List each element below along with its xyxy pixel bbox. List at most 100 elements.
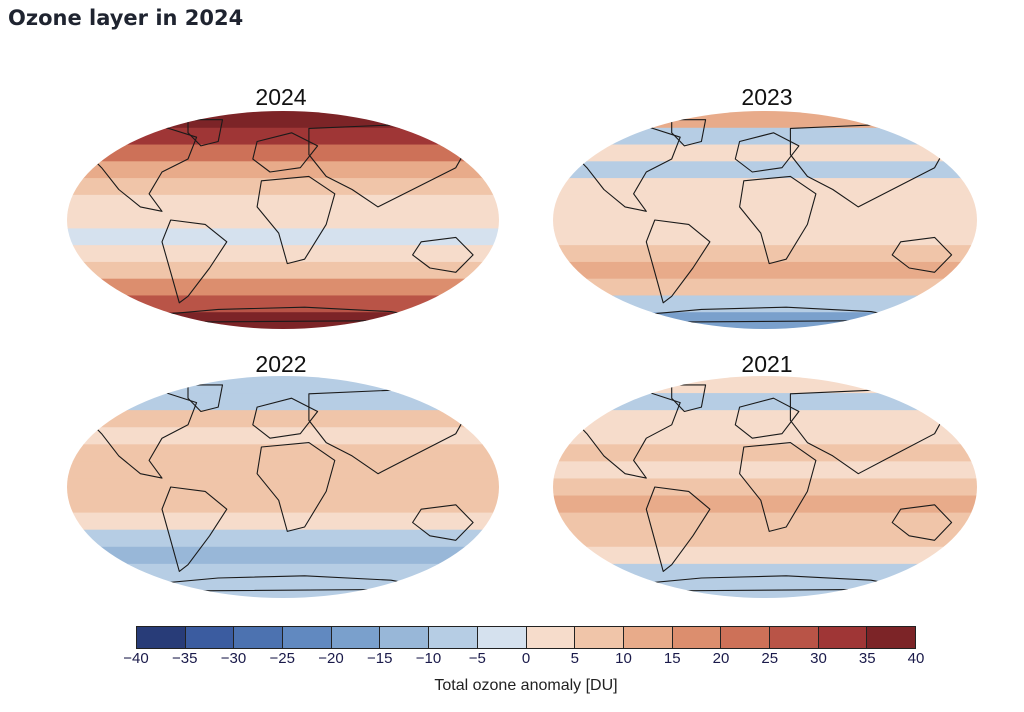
anomaly-band — [67, 211, 499, 229]
anomaly-band — [553, 127, 977, 146]
anomaly-band — [67, 495, 499, 514]
colorbar-tick-label: 35 — [858, 650, 876, 667]
map-title-2024: 2024 — [255, 84, 307, 110]
anomaly-band — [553, 278, 977, 297]
colorbar-segment — [331, 627, 381, 648]
anomaly-band — [553, 194, 977, 213]
anomaly-band — [553, 228, 977, 246]
colorbar-tick-label: −20 — [318, 650, 344, 667]
anomaly-band — [67, 376, 499, 394]
anomaly-band — [553, 144, 977, 162]
anomaly-band — [67, 178, 499, 196]
anomaly-band — [553, 245, 977, 263]
anomaly-band — [553, 529, 977, 548]
anomaly-band — [553, 295, 977, 313]
coastline-greenland — [671, 384, 707, 413]
coastline-south-america — [645, 219, 711, 304]
anomaly-band — [67, 461, 499, 480]
anomaly-band — [67, 478, 499, 497]
anomaly-band — [67, 444, 499, 462]
coastline-australia — [891, 504, 953, 541]
map-2021 — [553, 376, 977, 598]
anomaly-band — [67, 127, 499, 146]
anomaly-band — [553, 444, 977, 462]
coastline-europe — [252, 397, 319, 439]
coastline-south-america — [645, 486, 711, 572]
map-title-2023: 2023 — [741, 84, 793, 110]
colorbar-segment — [818, 627, 868, 648]
coastline-africa — [739, 442, 817, 532]
anomaly-band — [553, 478, 977, 497]
anomaly-band — [553, 376, 977, 394]
anomaly-band — [67, 410, 499, 428]
anomaly-band — [67, 546, 499, 565]
map-2022 — [67, 376, 499, 598]
coastline-europe — [252, 132, 319, 173]
colorbar — [136, 626, 916, 649]
colorbar-tick-label: 40 — [907, 650, 925, 667]
colorbar-tick-label: 0 — [521, 650, 531, 667]
anomaly-band — [67, 512, 499, 531]
colorbar-tick-label: 20 — [712, 650, 730, 667]
anomaly-band — [67, 295, 499, 313]
coastline-australia — [891, 236, 953, 273]
colorbar-segment — [769, 627, 819, 648]
anomaly-band — [67, 144, 499, 162]
anomaly-band — [67, 563, 499, 582]
colorbar-tick-label: −40 — [123, 650, 149, 667]
anomaly-band — [67, 261, 499, 280]
colorbar-tick-label: 15 — [663, 650, 681, 667]
colorbar-segment — [477, 627, 527, 648]
coastline-africa — [739, 175, 817, 265]
colorbar-segment — [380, 627, 430, 648]
anomaly-band — [553, 393, 977, 411]
anomaly-band — [67, 228, 499, 246]
anomaly-band — [67, 245, 499, 263]
colorbar-segment — [575, 627, 624, 648]
colorbar-tick-label: 25 — [761, 650, 779, 667]
coastline-greenland — [671, 119, 707, 147]
coastline-africa — [256, 442, 336, 532]
colorbar-segment — [234, 627, 284, 648]
colorbar-tick-label: 10 — [615, 650, 632, 667]
colorbar-tick-label: −25 — [269, 650, 295, 667]
anomaly-band — [67, 278, 499, 297]
coastline-europe — [734, 132, 800, 173]
anomaly-band — [67, 194, 499, 213]
colorbar-tick-label: 30 — [810, 650, 827, 667]
coastline-south-america — [161, 219, 228, 304]
anomaly-band — [553, 546, 977, 565]
anomaly-band — [553, 461, 977, 480]
colorbar-tick-label: −30 — [220, 650, 247, 667]
colorbar-tick-label: 5 — [570, 650, 579, 667]
colorbar-segment — [429, 627, 478, 648]
anomaly-band — [67, 393, 499, 411]
anomaly-band — [553, 563, 977, 582]
colorbar-segment — [137, 627, 186, 648]
colorbar-segment — [185, 627, 235, 648]
colorbar-segment — [867, 627, 915, 648]
colorbar-segment — [283, 627, 332, 648]
anomaly-band — [553, 211, 977, 229]
colorbar-segment — [721, 627, 770, 648]
map-2023 — [553, 111, 977, 329]
colorbar-tick-label: −5 — [468, 650, 486, 667]
coastline-australia — [412, 504, 474, 541]
map-title-2022: 2022 — [255, 351, 307, 377]
colorbar-segment — [672, 627, 722, 648]
coastline-greenland — [187, 119, 224, 147]
anomaly-band — [553, 178, 977, 196]
map-2024 — [67, 111, 499, 329]
coastline-africa — [256, 175, 336, 265]
colorbar-segment — [623, 627, 673, 648]
colorbar-tick-label: −10 — [415, 650, 442, 667]
anomaly-band — [553, 111, 977, 129]
anomaly-band — [553, 512, 977, 531]
page-title: Ozone layer in 2024 — [8, 6, 244, 30]
coastline-south-america — [161, 486, 228, 572]
anomaly-band — [553, 261, 977, 280]
anomaly-band — [553, 495, 977, 514]
coastline-australia — [412, 236, 474, 273]
colorbar-segment — [526, 627, 576, 648]
anomaly-band — [553, 410, 977, 428]
